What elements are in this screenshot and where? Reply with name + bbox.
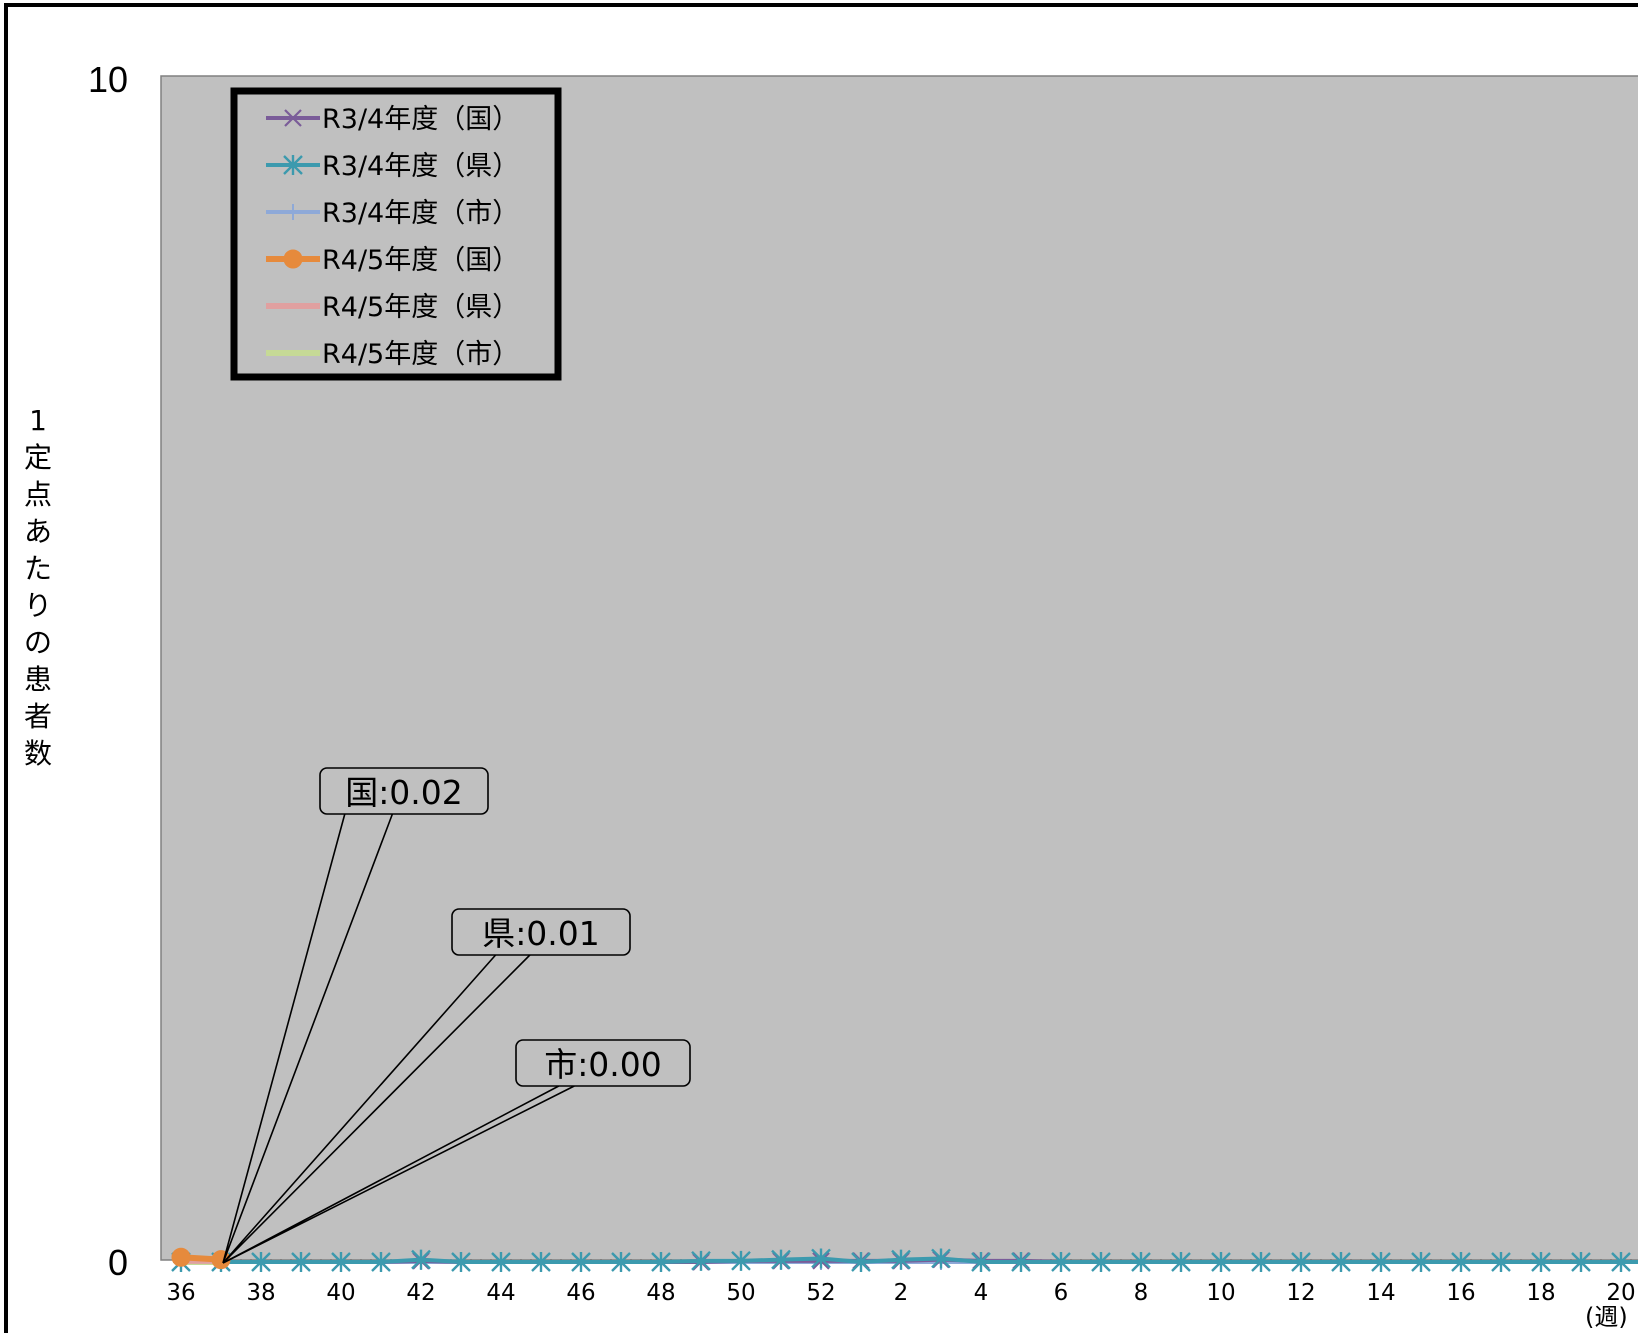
x-tick-label: 16 <box>1446 1280 1475 1306</box>
data-point-asterisk <box>1131 1252 1151 1272</box>
callout: 市:0.00 <box>222 1039 691 1264</box>
data-point-asterisk <box>731 1250 751 1271</box>
legend-label: R3/4年度（市） <box>322 198 519 229</box>
data-point-asterisk <box>291 1252 311 1272</box>
data-point-asterisk <box>1291 1252 1311 1272</box>
data-point-asterisk <box>771 1249 791 1270</box>
legend-box <box>230 87 562 381</box>
callout: 国:0.02 <box>222 767 489 1264</box>
legend-label: R3/4年度（国） <box>322 104 519 135</box>
data-point-asterisk <box>1051 1252 1071 1272</box>
x-tick-label: 40 <box>326 1280 355 1306</box>
data-point-asterisk <box>611 1252 631 1272</box>
data-point-asterisk <box>371 1252 391 1272</box>
x-tick-label: 44 <box>486 1280 515 1306</box>
x-tick-label: 18 <box>1526 1280 1555 1306</box>
data-point-asterisk <box>491 1252 511 1272</box>
callout-label: 県:0.01 <box>482 914 600 953</box>
y-tick-label: 10 <box>88 59 128 100</box>
data-point-asterisk <box>1451 1252 1471 1272</box>
data-point-asterisk <box>851 1252 871 1272</box>
legend-item: R3/4年度（県） <box>266 151 519 182</box>
data-point-asterisk <box>1611 1252 1631 1272</box>
legend-label: R3/4年度（県） <box>322 151 519 182</box>
callout-label: 国:0.02 <box>345 773 463 812</box>
data-point-circle <box>283 249 303 269</box>
legend: R3/4年度（国） R3/4年度（県） R3/4年度（市） R4/5年度（国） R4/5… <box>230 87 562 381</box>
data-point-asterisk <box>1331 1252 1351 1272</box>
x-tick-label: 4 <box>974 1280 989 1306</box>
data-point-asterisk <box>1571 1252 1591 1272</box>
data-point-asterisk <box>451 1252 471 1272</box>
data-point-asterisk <box>1411 1252 1431 1272</box>
legend-item: R4/5年度（県） <box>266 292 519 323</box>
x-tick-label: 14 <box>1366 1280 1395 1306</box>
data-point-asterisk <box>1531 1252 1551 1272</box>
x-axis-label: (週) <box>1585 1303 1628 1331</box>
legend-item: R3/4年度（国） <box>266 104 519 135</box>
legend-item: R4/5年度（市） <box>266 339 519 370</box>
data-point-asterisk <box>971 1252 991 1272</box>
x-tick-label: 50 <box>726 1280 755 1306</box>
data-point-asterisk <box>1171 1252 1191 1272</box>
legend-label: R4/5年度（市） <box>322 339 519 370</box>
callout-box <box>515 1039 691 1087</box>
data-point-asterisk <box>283 155 303 175</box>
data-point-plus <box>285 204 301 220</box>
series-layer <box>171 1247 1638 1272</box>
data-point-asterisk <box>1371 1252 1391 1272</box>
series-1 <box>171 1248 1638 1272</box>
data-point-asterisk <box>251 1252 271 1272</box>
data-point-asterisk <box>651 1252 671 1272</box>
y-axis-label: 1 定点あたりの患者数 <box>24 404 52 770</box>
data-point-asterisk <box>331 1252 351 1272</box>
callout: 県:0.01 <box>222 908 631 1264</box>
x-tick-label: 46 <box>566 1280 595 1306</box>
data-point-asterisk <box>531 1252 551 1272</box>
x-tick-label: 6 <box>1054 1280 1069 1306</box>
x-tick-label: 12 <box>1286 1280 1315 1306</box>
data-point-circle <box>171 1247 191 1267</box>
data-point-asterisk <box>411 1249 431 1270</box>
data-point-asterisk <box>1211 1252 1231 1272</box>
callout-box <box>451 908 631 956</box>
legend-label: R4/5年度（県） <box>322 292 519 323</box>
x-tick-label: 38 <box>246 1280 275 1306</box>
legend-item: R4/5年度（国） <box>266 245 519 276</box>
data-point-asterisk <box>1011 1252 1031 1272</box>
callout-layer: 国:0.02 県:0.01 市:0.00 <box>222 767 691 1264</box>
data-point-asterisk <box>1491 1252 1511 1272</box>
legend-label: R4/5年度（国） <box>322 245 519 276</box>
data-point-asterisk <box>571 1252 591 1272</box>
data-point-asterisk <box>891 1249 911 1270</box>
x-tick-label: 52 <box>806 1280 835 1306</box>
callout-leader-line <box>222 1085 575 1264</box>
legend-item: R3/4年度（市） <box>266 198 519 229</box>
data-point-x <box>284 109 302 127</box>
x-tick-label: 2 <box>894 1280 909 1306</box>
x-tick-label: 10 <box>1206 1280 1235 1306</box>
data-point-asterisk <box>811 1248 831 1269</box>
x-tick-label: 36 <box>166 1280 195 1306</box>
data-point-asterisk <box>1251 1252 1271 1272</box>
x-tick-label: 42 <box>406 1280 435 1306</box>
data-point-asterisk <box>691 1250 711 1271</box>
series-line <box>181 1256 1638 1264</box>
y-tick-label: 0 <box>108 1242 128 1283</box>
x-tick-label: 8 <box>1134 1280 1149 1306</box>
x-tick-label: 20 <box>1606 1280 1635 1306</box>
x-tick-label: 48 <box>646 1280 675 1306</box>
data-point-asterisk <box>931 1248 951 1269</box>
data-point-asterisk <box>1091 1252 1111 1272</box>
callout-box <box>319 767 489 815</box>
callout-label: 市:0.00 <box>544 1045 662 1084</box>
